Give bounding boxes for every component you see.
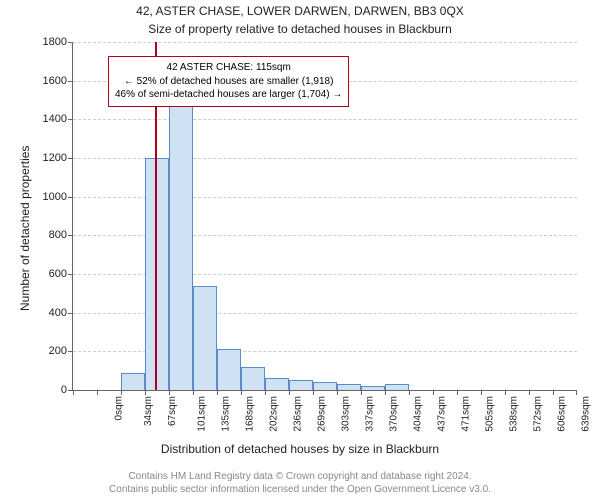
xtick-mark [73, 390, 74, 395]
xtick-label: 67sqm [167, 396, 178, 426]
xtick-label: 101sqm [197, 396, 208, 432]
xtick-mark [433, 390, 434, 395]
xtick-label: 505sqm [485, 396, 496, 432]
footer-line-2: Contains public sector information licen… [0, 483, 600, 496]
xtick-mark [505, 390, 506, 395]
xtick-mark [576, 390, 577, 395]
xtick-label: 639sqm [581, 396, 592, 432]
xtick-label: 34sqm [143, 396, 154, 426]
xtick-mark [553, 390, 554, 395]
xtick-mark [217, 390, 218, 395]
xtick-mark [313, 390, 314, 395]
histogram-bar [193, 286, 217, 390]
xtick-mark [409, 390, 410, 395]
xtick-label: 0sqm [113, 396, 124, 420]
xtick-label: 337sqm [365, 396, 376, 432]
xtick-mark [241, 390, 242, 395]
histogram-bar [145, 158, 169, 390]
histogram-bar [241, 367, 265, 390]
footer-line-1: Contains HM Land Registry data © Crown c… [0, 470, 600, 483]
callout-box: 42 ASTER CHASE: 115sqm← 52% of detached … [108, 56, 349, 107]
ytick-label: 1000 [43, 191, 73, 203]
xtick-label: 370sqm [389, 396, 400, 432]
gridline [73, 42, 577, 43]
xtick-mark [145, 390, 146, 395]
xtick-label: 404sqm [413, 396, 424, 432]
callout-line: 42 ASTER CHASE: 115sqm [115, 61, 342, 75]
histogram-bar [337, 384, 361, 390]
ytick-label: 1200 [43, 152, 73, 164]
xtick-mark [121, 390, 122, 395]
xtick-label: 236sqm [293, 396, 304, 432]
x-axis-title: Distribution of detached houses by size … [0, 442, 600, 456]
xtick-label: 303sqm [341, 396, 352, 432]
ytick-label: 1800 [43, 36, 73, 48]
ytick-label: 400 [49, 307, 73, 319]
xtick-mark [265, 390, 266, 395]
ytick-label: 200 [49, 345, 73, 357]
y-axis-title: Number of detached properties [18, 146, 32, 311]
histogram-bar [361, 386, 385, 390]
xtick-mark [481, 390, 482, 395]
xtick-mark [457, 390, 458, 395]
xtick-label: 471sqm [461, 396, 472, 432]
ytick-label: 600 [49, 268, 73, 280]
plot-area: 0200400600800100012001400160018000sqm34s… [72, 42, 577, 391]
xtick-label: 606sqm [557, 396, 568, 432]
histogram-bar [313, 382, 337, 390]
histogram-bar [289, 380, 313, 390]
xtick-mark [97, 390, 98, 395]
gridline [73, 119, 577, 120]
xtick-mark [361, 390, 362, 395]
ytick-label: 0 [61, 384, 73, 396]
ytick-label: 1400 [43, 113, 73, 125]
xtick-mark [529, 390, 530, 395]
histogram-bar [385, 384, 409, 390]
xtick-label: 135sqm [221, 396, 232, 432]
chart-footer: Contains HM Land Registry data © Crown c… [0, 470, 600, 496]
xtick-label: 437sqm [437, 396, 448, 432]
xtick-mark [337, 390, 338, 395]
histogram-bar [121, 373, 145, 390]
histogram-bar [169, 104, 193, 390]
xtick-mark [169, 390, 170, 395]
xtick-label: 269sqm [317, 396, 328, 432]
xtick-label: 538sqm [509, 396, 520, 432]
chart-title-sub: Size of property relative to detached ho… [0, 22, 600, 36]
xtick-label: 168sqm [245, 396, 256, 432]
ytick-label: 800 [49, 229, 73, 241]
callout-line: 46% of semi-detached houses are larger (… [115, 88, 342, 102]
histogram-bar [265, 378, 289, 390]
callout-line: ← 52% of detached houses are smaller (1,… [115, 75, 342, 89]
histogram-bar [217, 349, 241, 390]
ytick-label: 1600 [43, 75, 73, 87]
xtick-mark [289, 390, 290, 395]
xtick-label: 572sqm [533, 396, 544, 432]
xtick-label: 202sqm [269, 396, 280, 432]
chart-container: 42, ASTER CHASE, LOWER DARWEN, DARWEN, B… [0, 0, 600, 500]
xtick-mark [385, 390, 386, 395]
chart-title-main: 42, ASTER CHASE, LOWER DARWEN, DARWEN, B… [0, 4, 600, 18]
xtick-mark [193, 390, 194, 395]
